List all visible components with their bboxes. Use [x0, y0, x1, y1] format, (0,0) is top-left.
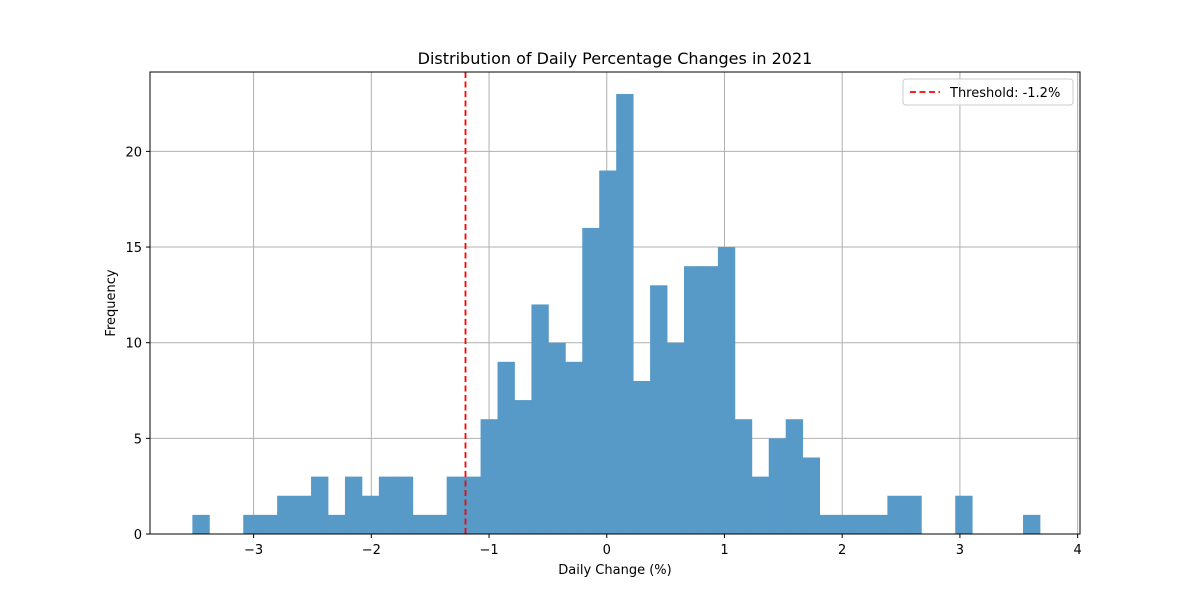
histogram-bar	[311, 476, 329, 534]
histogram-bar	[260, 514, 278, 534]
histogram-bar	[768, 438, 787, 534]
histogram-bar	[294, 495, 312, 534]
histogram-bar	[243, 514, 261, 534]
histogram-bar	[463, 476, 481, 534]
chart-title: Distribution of Daily Percentage Changes…	[418, 49, 813, 68]
histogram-bar	[531, 304, 549, 534]
y-tick-label: 20	[125, 145, 142, 160]
x-tick-label: −2	[362, 543, 381, 558]
histogram-bar	[650, 285, 668, 534]
histogram-bar	[344, 476, 363, 534]
histogram-bar	[870, 514, 888, 534]
histogram-bar	[836, 514, 854, 534]
histogram-bar	[565, 361, 583, 534]
x-axis-label: Daily Change (%)	[558, 563, 671, 578]
legend-threshold-label: Threshold: -1.2%	[949, 86, 1060, 101]
histogram-bar	[616, 94, 634, 534]
histogram-bar	[751, 476, 770, 534]
histogram-bar	[480, 419, 498, 534]
histogram-bar	[378, 476, 397, 534]
x-tick-label: −3	[244, 543, 263, 558]
histogram-bar	[734, 419, 753, 534]
histogram-bar	[700, 266, 719, 534]
histogram-bar	[412, 514, 431, 534]
y-tick-label: 10	[125, 337, 142, 352]
x-tick-label: 1	[720, 543, 728, 558]
histogram-bar	[599, 170, 617, 535]
histogram-bar	[446, 476, 465, 534]
histogram-bar	[192, 514, 210, 534]
legend-box	[902, 78, 1074, 106]
histogram-bar	[633, 380, 651, 534]
x-tick-label: 0	[603, 543, 611, 558]
histogram-bar	[717, 247, 736, 535]
histogram-bar	[429, 514, 448, 534]
x-tick-label: 2	[838, 543, 846, 558]
y-axis-label: Frequency	[104, 269, 119, 336]
histogram-bar	[548, 342, 566, 534]
histogram-bar	[497, 361, 515, 534]
x-axis-ticks: −3 −2 −1 0 1 2 3 4	[244, 534, 1082, 558]
histogram-bar	[802, 457, 820, 534]
y-tick-label: 5	[134, 432, 142, 447]
histogram-bar	[514, 400, 532, 534]
x-tick-label: −1	[479, 543, 498, 558]
histogram-bars	[192, 94, 1041, 535]
y-tick-label: 15	[125, 241, 142, 256]
histogram-bar	[955, 495, 973, 534]
histogram-bar	[887, 495, 905, 534]
x-tick-label: 4	[1074, 543, 1082, 558]
histogram-bar	[667, 342, 685, 534]
plot-frame	[149, 71, 1081, 535]
histogram-bar	[819, 514, 837, 534]
histogram-bar	[683, 266, 702, 534]
histogram-bar	[277, 495, 295, 534]
histogram-bar	[582, 227, 600, 535]
histogram-bar	[785, 419, 804, 534]
histogram-bar	[1023, 514, 1041, 534]
x-tick-label: 3	[956, 543, 964, 558]
histogram-bar	[904, 495, 922, 534]
histogram-bar	[327, 514, 346, 534]
histogram-bar	[395, 476, 414, 534]
y-axis-ticks: 0 5 10 15 20	[125, 145, 150, 543]
legend: Threshold: -1.2%	[902, 78, 1074, 106]
histogram-bar	[361, 495, 380, 534]
histogram-bar	[853, 514, 871, 534]
y-tick-label: 0	[134, 528, 142, 543]
